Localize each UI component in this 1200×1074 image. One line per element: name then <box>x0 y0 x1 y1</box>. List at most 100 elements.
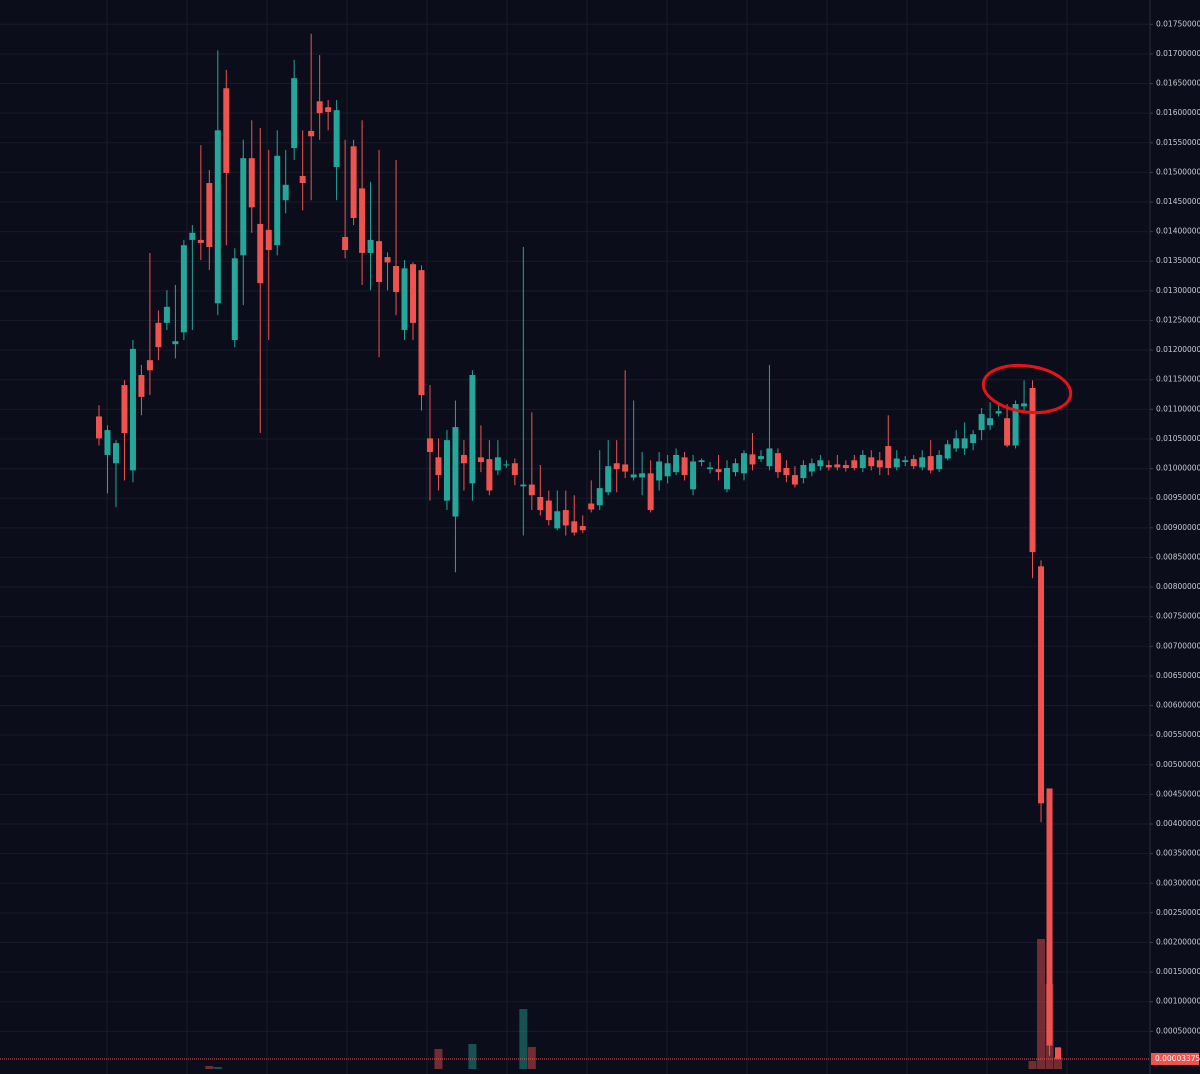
candle-body <box>791 475 798 485</box>
y-tick-label: 0.01700000 <box>1156 49 1200 58</box>
candle-body <box>155 322 162 348</box>
candle-body <box>554 511 561 529</box>
candle-body <box>995 411 1002 414</box>
candle-body <box>197 239 204 243</box>
candle-body <box>180 245 187 333</box>
y-tick-label: 0.00950000 <box>1156 493 1200 502</box>
y-tick-label: 0.00850000 <box>1156 552 1200 561</box>
candle-body <box>571 521 578 533</box>
candle-body <box>707 467 714 470</box>
candle-body <box>469 374 476 484</box>
candle-body <box>630 474 637 478</box>
candle-body <box>622 464 629 472</box>
volume-bar <box>1054 1057 1062 1069</box>
candle-body <box>240 158 247 256</box>
candle-body <box>800 465 807 479</box>
candle-body <box>936 454 943 470</box>
candle-body <box>537 497 544 511</box>
y-tick-label: 0.00750000 <box>1156 612 1200 621</box>
y-tick-label: 0.00400000 <box>1156 819 1200 828</box>
y-tick-label: 0.00150000 <box>1156 967 1200 976</box>
y-tick-label: 0.01100000 <box>1156 404 1200 413</box>
candle-body <box>1046 788 1053 1046</box>
candle-body <box>1012 404 1019 446</box>
y-tick-label: 0.01300000 <box>1156 286 1200 295</box>
y-tick-label: 0.00450000 <box>1156 789 1200 798</box>
candle-body <box>528 484 535 496</box>
candle-body <box>189 232 196 240</box>
candle-body <box>1055 1047 1061 1059</box>
y-tick-label: 0.01050000 <box>1156 434 1200 443</box>
candle-body <box>851 460 858 468</box>
volume-bar <box>205 1066 214 1069</box>
candle-body <box>342 236 349 250</box>
y-tick-label: 0.01500000 <box>1156 167 1200 176</box>
candle-body <box>460 454 467 464</box>
candle-body <box>876 460 883 468</box>
candle-body <box>1029 388 1036 553</box>
candle-body <box>681 457 688 476</box>
volume-bar <box>468 1044 477 1069</box>
candle-body <box>333 110 340 168</box>
y-tick-label: 0.01400000 <box>1156 227 1200 236</box>
candle-body <box>96 416 102 439</box>
y-tick-label: 0.00800000 <box>1156 582 1200 591</box>
candle-body <box>1004 418 1011 446</box>
candle-body <box>308 130 315 137</box>
candle-body <box>579 526 586 531</box>
candle-body <box>766 448 773 467</box>
candle-body <box>859 454 866 468</box>
last-price-label: 0.00003375 <box>1155 1054 1200 1063</box>
candle-body <box>783 467 790 476</box>
candle-body <box>376 241 383 282</box>
candle-body <box>919 457 926 468</box>
candle-body <box>248 158 255 208</box>
volume-bar <box>213 1067 222 1069</box>
candle-body <box>868 457 875 467</box>
candle-body <box>639 473 646 478</box>
candle-body <box>477 457 484 463</box>
candle-body <box>1038 566 1045 804</box>
y-tick-label: 0.00200000 <box>1156 937 1200 946</box>
candle-body <box>647 473 654 511</box>
y-tick-label: 0.01200000 <box>1156 345 1200 354</box>
y-tick-label: 0.00100000 <box>1156 997 1200 1006</box>
y-tick-label: 0.01550000 <box>1156 138 1200 147</box>
candle-body <box>299 175 306 184</box>
candle-body <box>121 385 128 434</box>
candle-body <box>978 414 985 431</box>
candle-body <box>511 463 518 476</box>
candle-body <box>740 453 747 474</box>
volume-bar <box>1028 1061 1037 1069</box>
candle-body <box>359 188 366 253</box>
candle-body <box>698 460 705 463</box>
candle-body <box>910 459 917 467</box>
candle-layer <box>96 33 1061 1060</box>
y-tick-label: 0.01450000 <box>1156 197 1200 206</box>
y-tick-label: 0.00700000 <box>1156 641 1200 650</box>
last-price-box <box>1151 1052 1199 1065</box>
candle-body <box>893 458 900 468</box>
candle-body <box>172 341 179 345</box>
candle-body <box>435 457 442 476</box>
candle-body <box>104 430 111 455</box>
candle-body <box>112 443 119 464</box>
candle-body <box>494 457 501 471</box>
y-tick-label: 0.00550000 <box>1156 730 1200 739</box>
candle-body <box>664 463 671 477</box>
candle-body <box>231 258 238 341</box>
candle-body <box>724 467 731 490</box>
y-tick-label: 0.00600000 <box>1156 701 1200 710</box>
candle-body <box>749 454 756 465</box>
candle-body <box>613 463 620 470</box>
candle-body <box>503 464 510 466</box>
candle-body <box>325 107 332 112</box>
candle-body <box>257 223 264 284</box>
y-tick-label: 0.00300000 <box>1156 878 1200 887</box>
candle-body <box>690 461 697 490</box>
y-tick-label: 0.01600000 <box>1156 108 1200 117</box>
candle-body <box>146 360 153 371</box>
candle-body <box>774 453 781 473</box>
vertical-grid <box>106 0 1068 1074</box>
